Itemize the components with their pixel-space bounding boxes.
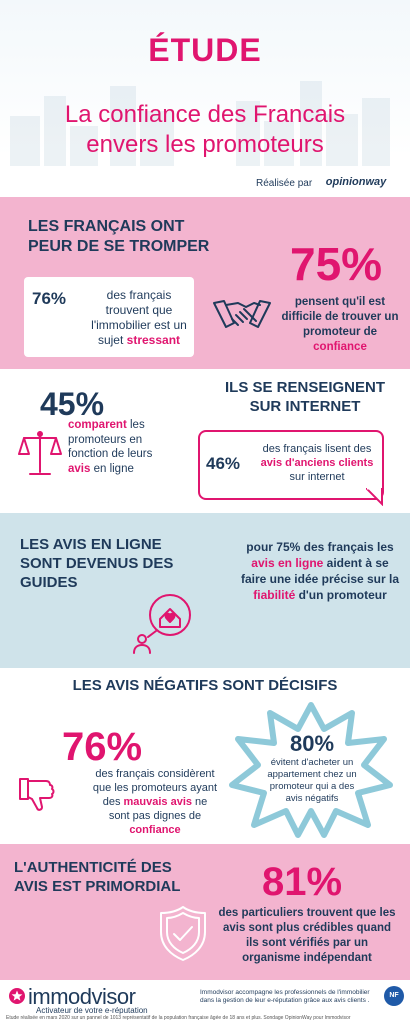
- confiance-description: pensent qu'il est difficile de trouver u…: [276, 295, 404, 355]
- city-skyline-background: [10, 81, 390, 166]
- section-renseignent-internet: 45% comparent les promoteurs en fonction…: [0, 370, 410, 512]
- opinionway-logo: opinionway: [316, 174, 396, 191]
- section2-title-line1: ILS SE RENSEIGNENT: [224, 379, 386, 396]
- main-title-line2: envers les promoteurs: [86, 131, 324, 158]
- credibles-description: des particuliers trouvent que les avis s…: [218, 907, 396, 964]
- mauvais-avis-description: des français considèrent que les promote…: [92, 767, 218, 837]
- section3-title-line2: SONT DEVENUS DES: [20, 555, 174, 572]
- avis-highlight: avis: [68, 462, 91, 475]
- guides-text-mid: aident à se faire une idée précise sur l…: [240, 556, 400, 586]
- guides-description: pour 75% des français les avis en ligne …: [238, 539, 402, 603]
- section3-title-line3: GUIDES: [20, 574, 78, 591]
- bubble-percent: 46%: [206, 454, 241, 473]
- study-heading: ÉTUDE: [148, 32, 262, 68]
- mauvais-avis-text-mid: ne sont pas dignes de: [108, 796, 208, 822]
- thumbs-down-icon: [19, 778, 55, 811]
- big-percent-confiance: 75%: [290, 238, 383, 290]
- main-title-line1: La confiance des Francais: [64, 101, 346, 128]
- bubble-tail-shape: [366, 488, 383, 506]
- section1-title: LES FRANÇAIS ONT PEUR DE SE TROMPER: [28, 217, 238, 257]
- handshake-icon: [213, 300, 271, 328]
- section1-title-line1: LES FRANÇAIS ONT: [28, 218, 185, 235]
- guides-text-end: d'un promoteur: [295, 588, 387, 602]
- big-percent-credibles: 81%: [262, 860, 343, 904]
- big-percent-mauvais-avis: 76%: [62, 725, 143, 769]
- header-section: ÉTUDE La confiance des Francais envers l…: [0, 0, 410, 196]
- mauvais-avis-highlight: mauvais avis: [123, 796, 193, 808]
- realisee-par-label: Réalisée par: [256, 178, 313, 189]
- stat-description: des français trouvent que l'immobilier e…: [86, 288, 192, 348]
- avis-en-ligne-highlight: avis en ligne: [251, 556, 324, 570]
- confiance-highlight: confiance: [313, 341, 367, 353]
- section2-title-line2: SUR INTERNET: [249, 398, 361, 415]
- home-love-icon: [133, 594, 191, 654]
- section3-title: LES AVIS EN LIGNE SONT DEVENUS DES GUIDE…: [20, 535, 220, 592]
- confiance-text: pensent qu'il est difficile de trouver u…: [281, 296, 399, 338]
- burst-percent: 80%: [289, 731, 335, 756]
- stat-text: des français trouvent que l'immobilier e…: [91, 288, 187, 347]
- section5-title-line2: AVIS EST PRIMORDIAL: [14, 878, 181, 895]
- mauvais-avis-text: des français considèrent que les promote…: [92, 768, 218, 808]
- section5-title-line1: L'AUTHENTICITÉ DES: [14, 859, 172, 876]
- bubble-text-end: sur internet: [289, 471, 345, 483]
- main-title: La confiance des Francais envers les pro…: [20, 100, 390, 160]
- comparent-text: les promoteurs en fonction de leurs: [68, 419, 153, 460]
- guides-text: pour 75% des français les: [246, 540, 394, 554]
- comparent-highlight: comparent: [68, 419, 127, 431]
- section4-title: LES AVIS NÉGATIFS SONT DÉCISIFS: [72, 677, 338, 694]
- section-peur-de-se-tromper: LES FRANÇAIS ONT PEUR DE SE TROMPER 76% …: [0, 197, 410, 369]
- stat-highlight: stressant: [126, 333, 181, 347]
- fiabilite-highlight: fiabilité: [253, 588, 296, 602]
- brand-tagline: Activateur de votre e-réputation: [36, 1006, 148, 1015]
- section-authenticite: L'AUTHENTICITÉ DES AVIS EST PRIMORDIAL 8…: [0, 844, 410, 980]
- section5-title: L'AUTHENTICITÉ DES AVIS EST PRIMORDIAL: [14, 858, 214, 896]
- stat-card-stressant: 76% des français trouvent que l'immobili…: [24, 277, 194, 357]
- nf-certification-badge: NF: [384, 986, 404, 1006]
- section-avis-negatifs: LES AVIS NÉGATIFS SONT DÉCISIFS 76% des …: [0, 669, 410, 843]
- study-footnote: Etude réalisée en mars 2020 sur un panne…: [6, 1015, 351, 1021]
- section3-title-line1: LES AVIS EN LIGNE: [20, 536, 162, 553]
- burst-description: évitent d'acheter un appartement chez un…: [267, 757, 357, 804]
- bubble-description: des français lisent des avis d'anciens c…: [256, 442, 378, 484]
- bubble-highlight: avis d'anciens clients: [260, 457, 374, 469]
- footer-description: Immodvisor accompagne les professionnels…: [200, 989, 370, 1004]
- stat-percent: 76%: [32, 289, 67, 308]
- stat-percent-comparent: 45%: [40, 386, 105, 422]
- section-avis-guides: LES AVIS EN LIGNE SONT DEVENUS DES GUIDE…: [0, 513, 410, 668]
- section2-title: ILS SE RENSEIGNENT SUR INTERNET: [210, 378, 400, 416]
- footer: immodvisor Activateur de votre e-réputat…: [0, 981, 410, 1024]
- shield-check-icon: [160, 906, 206, 961]
- scale-icon: [18, 431, 62, 475]
- immodvisor-brand: immodvisor: [28, 984, 136, 1009]
- comparent-text-end: en ligne: [90, 462, 134, 475]
- speech-bubble-avis: 46% des français lisent des avis d'ancie…: [198, 430, 384, 500]
- bubble-text: des français lisent des: [262, 443, 372, 455]
- comparent-description: comparent les promoteurs en fonction de …: [68, 418, 158, 476]
- immodvisor-logo-icon: [9, 988, 25, 1004]
- section1-title-line2: PEUR DE SE TROMPER: [28, 238, 210, 255]
- confiance-highlight-2: confiance: [129, 824, 181, 836]
- starburst-shape: [229, 702, 393, 838]
